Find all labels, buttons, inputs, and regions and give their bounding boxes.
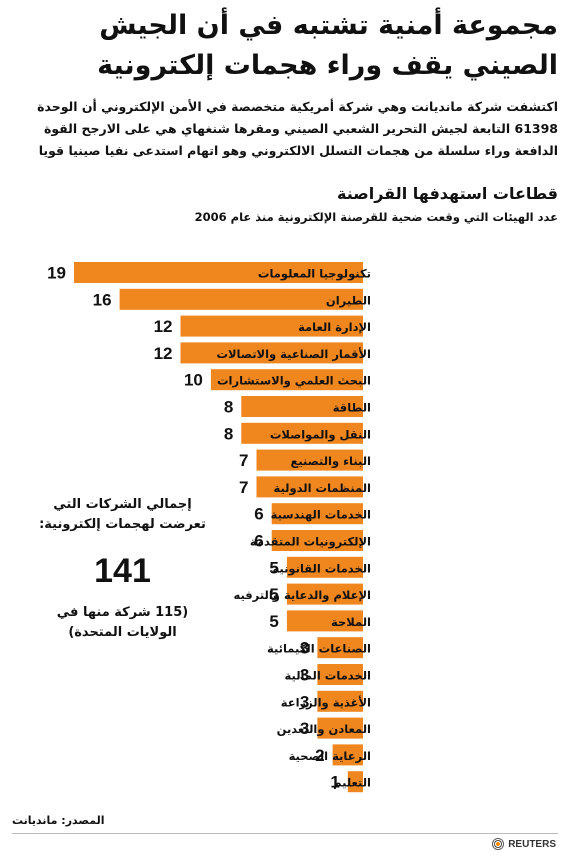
value-label: 5 bbox=[269, 612, 278, 631]
brand-name: REUTERS bbox=[508, 838, 556, 850]
value-label: 5 bbox=[269, 585, 278, 604]
page-title: مجموعة أمنية تشتبه في أن الجيش الصيني يق… bbox=[97, 10, 558, 81]
bar-4 bbox=[180, 342, 363, 364]
total-label: إجمالي الشركات التي تعرضت لهجمات إلكترون… bbox=[39, 497, 206, 532]
total-note: (115 شركة منها في الولايات المتحدة) bbox=[56, 605, 189, 640]
value-label: 7 bbox=[239, 451, 248, 470]
value-label: 12 bbox=[154, 344, 173, 363]
bar-19 bbox=[332, 744, 363, 766]
category-label: الأقمار الصناعية والاتصالات bbox=[216, 347, 371, 362]
value-label: 6 bbox=[254, 505, 263, 524]
total-value: 141 bbox=[94, 552, 151, 590]
category-label: الإلكترونيات المتقدمة bbox=[250, 535, 371, 550]
chart-title: قطاعات استهدفها القراصنة bbox=[337, 184, 558, 203]
bar-6 bbox=[241, 396, 363, 417]
brand-mark: REUTERS bbox=[492, 838, 556, 850]
category-label: المعادن والتعدين bbox=[277, 722, 371, 737]
bar-10 bbox=[271, 503, 363, 525]
value-label: 3 bbox=[300, 692, 309, 711]
category-label: تكنولوجيا المعلومات bbox=[258, 267, 371, 282]
bar-20 bbox=[347, 771, 363, 793]
value-label: 19 bbox=[47, 264, 66, 283]
category-label: الرعاية الصحية bbox=[289, 749, 371, 763]
category-label: الإعلام والدعاية والترفيه bbox=[233, 588, 371, 603]
bar-17 bbox=[317, 690, 363, 712]
bar-3 bbox=[180, 315, 363, 337]
intro-text: اكتشفت شركة مانديانت وهي شركة أمريكية مت… bbox=[37, 99, 558, 158]
bar-1 bbox=[74, 262, 363, 283]
value-label: 12 bbox=[154, 317, 173, 336]
category-label: البحث العلمي والاستشارات bbox=[217, 374, 371, 389]
bar-11 bbox=[271, 530, 363, 551]
value-label: 6 bbox=[254, 532, 263, 551]
bar-18 bbox=[317, 717, 363, 739]
category-label: الأغذية والزراعة bbox=[281, 695, 371, 710]
category-label: الصناعات الكيمائية bbox=[267, 642, 371, 656]
value-label: 3 bbox=[300, 719, 309, 738]
value-label: 2 bbox=[315, 746, 324, 765]
bar-12 bbox=[286, 556, 363, 578]
category-label: الخدمات المالية bbox=[285, 669, 371, 683]
category-label: الطاقة bbox=[333, 401, 371, 415]
value-label: 3 bbox=[300, 666, 309, 685]
bar-2 bbox=[119, 288, 363, 310]
value-label: 7 bbox=[239, 478, 248, 497]
reuters-logo-icon bbox=[492, 838, 505, 850]
total-summary: إجمالي الشركات التي تعرضت لهجمات إلكترون… bbox=[30, 495, 215, 643]
bar-9 bbox=[256, 476, 363, 498]
category-label: التعليم bbox=[333, 776, 371, 790]
value-label: 10 bbox=[184, 371, 203, 390]
bar-16 bbox=[317, 664, 363, 685]
bar-14 bbox=[286, 610, 363, 632]
bar-8 bbox=[256, 449, 363, 471]
value-label: 16 bbox=[93, 290, 112, 309]
category-label: الطيران bbox=[326, 293, 371, 307]
value-label: 8 bbox=[224, 424, 233, 443]
category-label: الإدارة العامة bbox=[298, 320, 371, 334]
bar-5 bbox=[210, 369, 363, 391]
category-label: الملاحة bbox=[331, 615, 371, 629]
bar-7 bbox=[241, 422, 363, 444]
category-label: البناء والتصنيع bbox=[290, 454, 371, 469]
value-label: 8 bbox=[224, 398, 233, 417]
footer-divider bbox=[12, 833, 558, 834]
category-label: الخدمات القانونية bbox=[272, 561, 371, 576]
value-label: 1 bbox=[330, 773, 339, 792]
value-label: 5 bbox=[269, 558, 278, 577]
source-note: المصدر: مانديانت bbox=[12, 814, 105, 827]
category-label: الخدمات الهندسية bbox=[271, 508, 371, 522]
value-label: 3 bbox=[300, 639, 309, 658]
bar-15 bbox=[317, 637, 363, 659]
bar-13 bbox=[286, 583, 363, 605]
chart-subtitle: عدد الهيئات التي وقعت ضحية للقرصنة الإلك… bbox=[194, 210, 558, 224]
category-label: النقل والمواصلات bbox=[270, 427, 371, 442]
category-label: المنظمات الدولية bbox=[274, 481, 372, 496]
